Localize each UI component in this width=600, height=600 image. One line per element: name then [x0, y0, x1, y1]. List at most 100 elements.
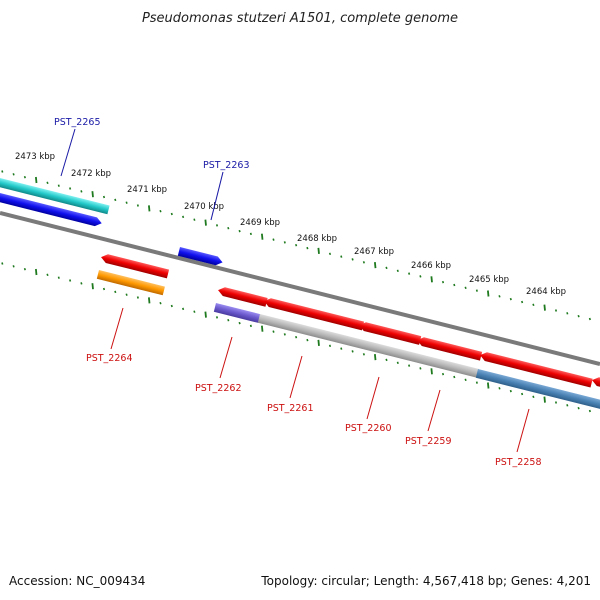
minor-tick — [532, 395, 535, 399]
gene-arrow-pst-2261[interactable] — [263, 297, 365, 331]
minor-tick — [408, 364, 411, 367]
minor-tick — [521, 300, 524, 304]
minor-tick — [272, 330, 275, 333]
gene-label-pst-2260[interactable]: PST_2260 — [345, 423, 392, 434]
tick-label: 2469 kbp — [240, 218, 280, 228]
gene-arrow-pst-2259[interactable] — [416, 336, 483, 361]
tick-label: 2471 kbp — [127, 185, 167, 195]
feature-violet-band[interactable] — [213, 303, 261, 323]
leader-pst-2258 — [516, 408, 530, 453]
leader-pst-2263 — [210, 171, 224, 221]
minor-tick — [69, 187, 72, 190]
minor-tick — [193, 218, 196, 221]
minor-tick — [1, 262, 4, 265]
minor-tick — [554, 401, 558, 404]
minor-tick — [23, 175, 26, 179]
gene-label-pst-2264[interactable]: PST_2264 — [86, 353, 133, 364]
minor-tick — [340, 255, 343, 258]
leader-pst-2264 — [110, 307, 124, 350]
major-tick — [148, 297, 151, 304]
gene-label-pst-2258[interactable]: PST_2258 — [495, 457, 542, 468]
leader-pst-2260 — [366, 376, 380, 420]
minor-tick — [328, 344, 332, 348]
minor-tick — [238, 321, 241, 325]
minor-tick — [396, 361, 399, 365]
minor-tick — [566, 312, 569, 315]
gene-label-pst-2263[interactable]: PST_2263 — [203, 160, 250, 171]
gene-label-pst-2259[interactable]: PST_2259 — [405, 436, 452, 447]
tick-label: 2468 kbp — [297, 234, 337, 244]
feature-orange-band[interactable] — [96, 270, 165, 296]
minor-tick — [114, 198, 117, 202]
minor-tick — [283, 333, 286, 336]
major-tick — [261, 325, 264, 332]
minor-tick — [272, 238, 275, 241]
minor-tick — [114, 290, 117, 294]
tick-label: 2473 kbp — [15, 152, 55, 162]
gene-label-pst-2261[interactable]: PST_2261 — [267, 403, 314, 414]
feature-grey-band[interactable] — [257, 314, 480, 378]
major-tick — [35, 268, 38, 276]
feature-cyan-band[interactable] — [0, 173, 110, 215]
minor-tick — [408, 272, 411, 275]
tick-label: 2464 kbp — [526, 287, 566, 297]
minor-tick — [159, 209, 162, 213]
minor-tick — [306, 246, 309, 250]
minor-tick — [182, 215, 185, 219]
minor-tick — [227, 318, 230, 322]
gene-arrow-partial-edge[interactable] — [591, 376, 600, 391]
minor-tick — [453, 283, 456, 287]
tick-label: 2466 kbp — [411, 261, 451, 271]
minor-tick — [577, 406, 580, 410]
major-tick — [543, 304, 546, 311]
minor-tick — [215, 316, 219, 319]
scale-ticks-lower — [1, 262, 591, 413]
minor-tick — [80, 282, 83, 285]
minor-tick — [475, 289, 478, 292]
feature-steel-blue-band[interactable] — [475, 369, 600, 410]
major-tick — [204, 311, 207, 318]
major-tick — [374, 354, 377, 361]
minor-tick — [588, 317, 591, 321]
gene-arrow-pst-2263[interactable] — [177, 247, 224, 267]
minor-tick — [306, 338, 309, 342]
minor-tick — [396, 269, 399, 273]
minor-tick — [566, 404, 569, 407]
minor-tick — [577, 314, 580, 318]
minor-tick — [46, 181, 49, 185]
minor-tick — [498, 387, 501, 390]
gene-arrow-pst-2264[interactable] — [100, 253, 170, 279]
minor-tick — [57, 184, 60, 187]
minor-tick — [385, 358, 388, 362]
minor-tick — [464, 286, 467, 290]
minor-tick — [351, 350, 354, 353]
leader-pst-2265 — [60, 128, 76, 177]
gene-arrow-pst-2262[interactable] — [217, 286, 268, 307]
gene-label-pst-2262[interactable]: PST_2262 — [195, 383, 242, 394]
genome-title: Pseudomonas stutzeri A1501, complete gen… — [142, 11, 458, 26]
minor-tick — [136, 296, 139, 299]
minor-tick — [283, 241, 286, 244]
major-tick — [430, 276, 433, 283]
major-tick — [91, 191, 94, 198]
minor-tick — [521, 392, 524, 396]
minor-tick — [12, 173, 15, 176]
gene-arrow-pst-2265[interactable] — [0, 188, 103, 227]
tick-label: 2472 kbp — [71, 169, 111, 179]
minor-tick — [351, 258, 354, 261]
gene-label-pst-2265[interactable]: PST_2265 — [54, 117, 101, 128]
minor-tick — [475, 381, 478, 384]
accession-text: Accession: NC_009434 — [9, 574, 145, 588]
minor-tick — [362, 261, 365, 264]
minor-tick — [1, 170, 4, 173]
gene-arrow-pst-2258[interactable] — [479, 351, 593, 388]
major-tick — [204, 219, 207, 226]
major-tick — [543, 396, 546, 403]
gene-arrow-pst-2260[interactable] — [358, 321, 422, 345]
minor-tick — [249, 324, 252, 328]
minor-tick — [554, 309, 558, 312]
minor-tick — [249, 232, 252, 236]
minor-tick — [453, 375, 456, 379]
minor-tick — [419, 367, 422, 370]
